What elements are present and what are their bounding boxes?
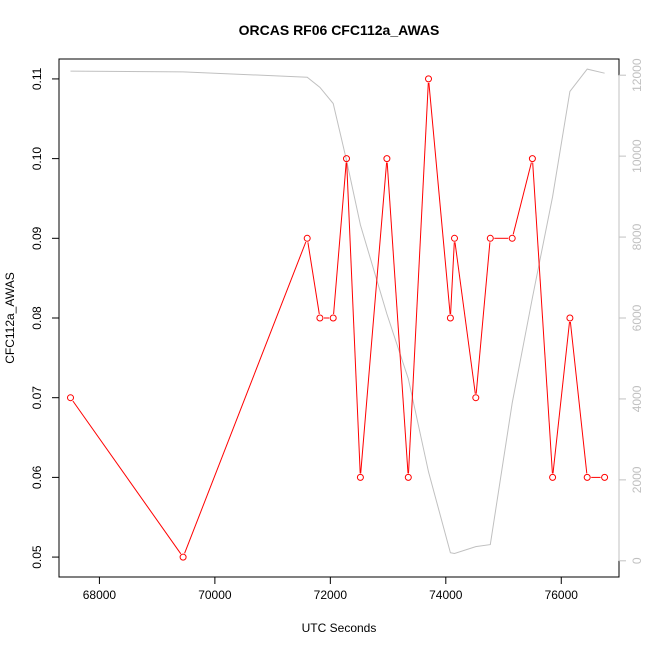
series-segment: [512, 162, 532, 235]
data-point: [566, 314, 574, 322]
data-point: [451, 234, 458, 242]
data-point: [404, 473, 412, 481]
data-point: [472, 394, 480, 402]
y2-tick-label: 2000: [630, 466, 644, 493]
series-segment: [408, 82, 429, 474]
series-segment: [454, 242, 476, 394]
data-point: [528, 155, 536, 163]
data-point: [329, 314, 337, 322]
y2-tick-label: 10000: [630, 139, 644, 173]
series-segment: [333, 162, 347, 315]
y2-tick-label: 0: [630, 557, 644, 564]
y-tick-label: 0.06: [30, 465, 44, 489]
y2-tick-label: 6000: [630, 304, 644, 331]
secondary-series-line: [70, 68, 605, 555]
x-tick-label: 68000: [83, 588, 117, 602]
data-point: [601, 473, 609, 481]
y-tick-label: 0.05: [30, 545, 44, 569]
y-axis: 0.05 0.06 0.07 0.08 0.09 0.10 0.11: [30, 67, 59, 569]
data-point: [343, 155, 350, 163]
data-point: [356, 473, 364, 481]
series-segment: [307, 242, 320, 315]
y-tick-label: 0.07: [30, 386, 44, 410]
y-tick-label: 0.10: [30, 147, 44, 171]
x-tick-label: 74000: [429, 588, 463, 602]
x-tick-label: 76000: [545, 588, 579, 602]
data-point: [303, 234, 311, 242]
data-point: [446, 314, 454, 322]
chart-title: ORCAS RF06 CFC112a_AWAS: [239, 22, 440, 38]
series-layer: [67, 68, 609, 561]
y-axis-label: CFC112a_AWAS: [3, 272, 17, 364]
series-segment: [552, 321, 570, 474]
series-segment: [184, 241, 307, 554]
y2-tick-label: 8000: [630, 223, 644, 250]
y2-tick-label: 12000: [630, 58, 644, 92]
y-tick-label: 0.08: [30, 306, 44, 330]
data-point: [316, 314, 324, 322]
x-axis-label: UTC Seconds: [302, 621, 377, 635]
series-segment: [346, 162, 361, 474]
series-segment: [475, 242, 491, 394]
series-segment: [360, 162, 388, 474]
y-tick-label: 0.09: [30, 226, 44, 250]
data-point: [383, 155, 391, 163]
series-segment: [72, 400, 182, 555]
plot-frame: [58, 58, 620, 578]
data-point: [179, 553, 187, 561]
series-segment: [450, 242, 455, 315]
data-point: [425, 75, 432, 83]
y2-axis: 0 2000 4000 6000 8000 10000 12000: [618, 58, 644, 564]
data-point: [486, 234, 494, 242]
x-tick-label: 72000: [314, 588, 348, 602]
data-point: [549, 473, 557, 481]
series-segment: [386, 162, 409, 474]
series-segment: [428, 82, 451, 315]
data-point: [508, 234, 516, 242]
y-tick-label: 0.11: [30, 67, 44, 90]
x-axis: 68000 70000 72000 74000 76000: [83, 577, 579, 602]
x-tick-label: 70000: [198, 588, 232, 602]
series-segment: [532, 162, 553, 474]
data-point: [583, 473, 591, 481]
data-point: [67, 394, 74, 402]
y2-tick-label: 4000: [630, 385, 644, 412]
series-segment: [569, 321, 588, 474]
